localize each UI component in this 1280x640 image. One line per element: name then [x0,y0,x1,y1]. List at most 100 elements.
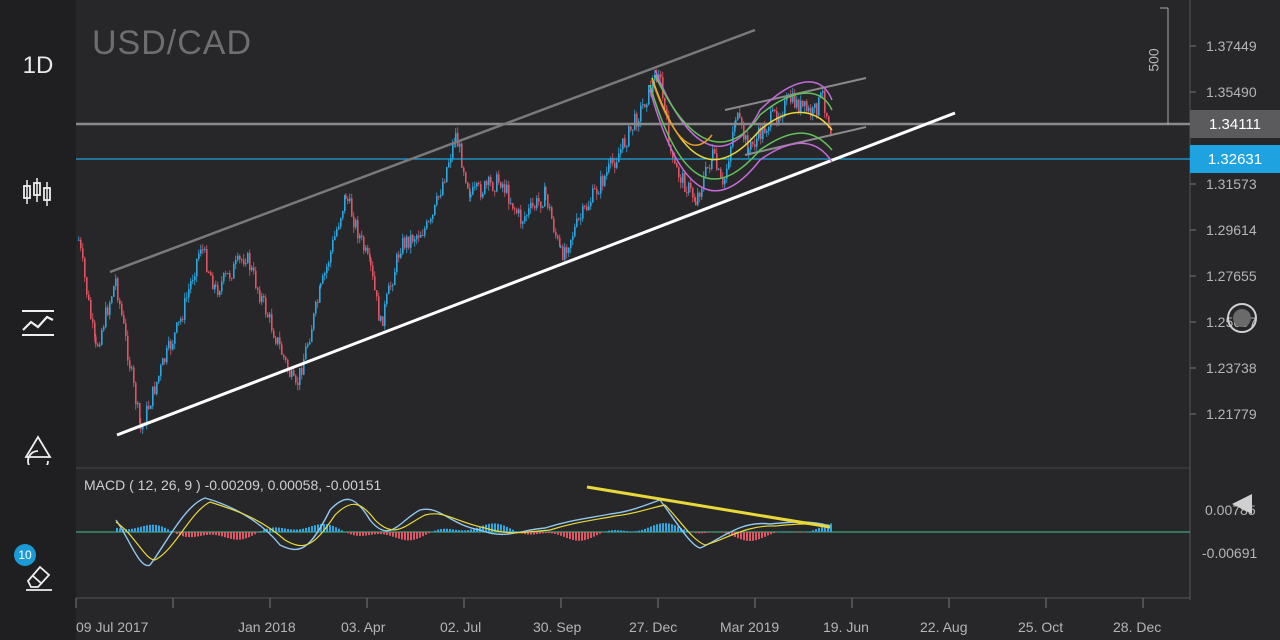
macd-hist-bar [170,530,172,532]
macd-hist-bar [296,529,298,532]
candle-body [178,321,180,323]
candle-body [714,149,716,154]
macd-hist-bar [623,530,625,532]
timeframe-button[interactable]: 1D [22,52,54,79]
candle-body [574,226,576,237]
macd-hist-bar [209,532,211,535]
candle-body [170,341,172,350]
macd-hist-bar [320,524,322,532]
macd-hist-bar [290,529,292,532]
candle-body [190,280,192,290]
macd-hist-bar [773,532,775,534]
candle-body [198,253,200,259]
candle-body [524,216,526,222]
macd-hist-bar [233,532,235,540]
price-axis-label: 1.37449 [1206,38,1257,54]
macd-hist-bar [488,523,490,532]
macd-hist-bar [215,532,217,536]
macd-hist-bar [755,532,757,541]
candle-body [722,177,724,185]
candle-body [241,259,243,261]
candle-body [388,285,390,295]
candle-body [564,247,566,260]
drawing-tools-button[interactable] [0,430,76,468]
candle-body [119,300,121,304]
candle-body [293,370,295,376]
candle-body [743,124,745,140]
candle-body [166,347,168,363]
candle-body [660,74,662,78]
candle-body [707,166,709,168]
macd-hist-bar [317,524,319,532]
candle-body [652,80,654,93]
macd-hist-bar [359,532,361,536]
candle-body [172,343,174,350]
candle-body [463,167,465,173]
candle-body [739,112,741,118]
candle-body [461,143,463,168]
price-axis-label: 1.31573 [1206,176,1257,192]
candle-body [808,107,810,112]
eraser-button[interactable] [0,558,76,594]
macd-signal-line [115,501,831,561]
macd-hist-bar [671,524,673,532]
candle-body [95,336,97,345]
candle-body [690,182,692,189]
macd-hist-bar [146,525,148,532]
candle-body [279,337,281,345]
candle-body [516,209,518,214]
macd-legend: MACD ( 12, 26, 9 ) -0.00209, 0.00058, -0… [84,477,382,493]
candle-body [208,271,210,273]
indicators-button[interactable] [0,302,76,342]
macd-hist-bar [578,532,580,541]
candle-body [642,104,644,106]
candle-body [121,303,123,316]
candle-body [319,286,321,303]
price-tag-grey: 1.34111 [1190,110,1280,138]
macd-hist-bar [752,532,754,541]
macd-hist-bar [227,532,229,539]
macd-hist-bar [572,532,574,540]
macd-hist-bar [581,532,583,541]
candle-body [820,92,822,98]
candle-body [263,296,265,298]
price-axis-label: 1.23738 [1206,360,1257,376]
candle-body [465,172,467,183]
candle-body [750,141,752,150]
candle-body [408,236,410,248]
candle-body [432,214,434,220]
candle-body [265,297,267,315]
eraser-icon [22,561,54,591]
candle-body [289,369,291,377]
candle-body [794,92,796,108]
candle-body [251,267,253,271]
candle-body [699,192,701,197]
candle-body [536,198,538,209]
macd-hist-bar [566,532,568,539]
candle-body [776,110,778,123]
macd-hist-bar [413,532,415,540]
candle-body [221,281,223,292]
candle-body [299,368,301,386]
macd-panel [76,485,1190,567]
macd-hist-bar [821,526,823,532]
candle-body [496,174,498,192]
macd-hist-bar [158,525,160,532]
price-axis-label: 1.35490 [1206,84,1257,100]
candle-body [816,103,818,116]
macd-hist-bar [599,532,601,534]
candle-body [127,335,129,361]
macd-hist-bar [242,532,244,540]
macd-hist-bar [473,528,475,532]
macd-hist-bar [161,526,163,532]
macd-hist-bar [506,526,508,532]
macd-hist-bar [119,528,121,532]
macd-hist-bar [785,531,787,532]
candle-body [590,202,592,207]
chart-type-button[interactable] [0,172,76,212]
candle-body [101,329,103,345]
macd-hist-bar [347,532,349,534]
candle-body [382,316,384,326]
macd-hist-bar [494,523,496,532]
